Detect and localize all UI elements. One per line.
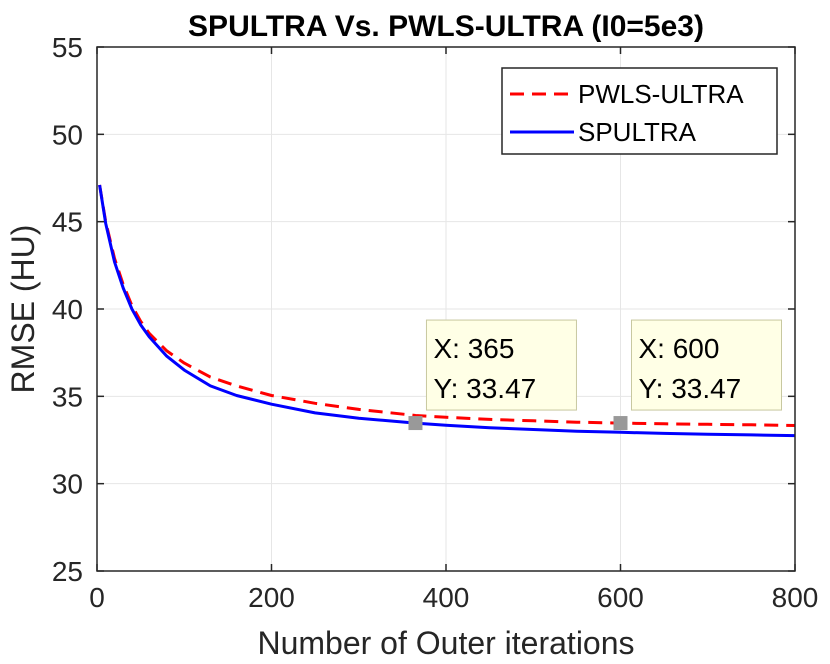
datatip-box (631, 319, 782, 411)
x-tick-label: 600 (597, 582, 644, 613)
axis-ticks: 0 200 400 600 800 25 30 35 40 45 50 55 (52, 32, 819, 613)
datatip-marker[interactable] (613, 416, 628, 431)
datatip-box (425, 319, 577, 411)
y-tick-label: 55 (52, 32, 83, 63)
y-tick-label: 30 (52, 469, 83, 500)
legend: PWLS-ULTRA SPULTRA (501, 67, 778, 155)
y-tick-label: 35 (52, 381, 83, 412)
chart-title: SPULTRA Vs. PWLS-ULTRA (I0=5e3) (188, 10, 704, 43)
datatip-x-value: X: 600 (639, 333, 720, 364)
datatip-x365[interactable]: X: 365 Y: 33.47 (425, 319, 577, 411)
y-axis-label: RMSE (HU) (5, 225, 41, 394)
series-layer (98, 184, 796, 438)
x-tick-label: 400 (423, 582, 470, 613)
y-tick-label: 50 (52, 119, 83, 150)
datatip-y-value: Y: 33.47 (433, 373, 536, 404)
x-tick-label: 0 (89, 582, 105, 613)
x-tick-label: 800 (772, 582, 819, 613)
datatip-x600[interactable]: X: 600 Y: 33.47 (631, 319, 782, 411)
y-tick-label: 40 (52, 294, 83, 325)
series-line-spultra (98, 184, 796, 438)
datatip-marker[interactable] (408, 416, 423, 431)
legend-box (501, 67, 778, 155)
legend-label-pwls-ultra: PWLS-ULTRA (578, 79, 744, 109)
datatip-markers (408, 416, 628, 431)
datatip-y-value: Y: 33.47 (639, 373, 742, 404)
y-tick-label: 45 (52, 207, 83, 238)
y-tick-label: 25 (52, 556, 83, 587)
datatip-x-value: X: 365 (433, 333, 514, 364)
x-tick-label: 200 (248, 582, 295, 613)
legend-label-spultra: SPULTRA (578, 117, 697, 147)
x-axis-label: Number of Outer iterations (257, 625, 634, 661)
